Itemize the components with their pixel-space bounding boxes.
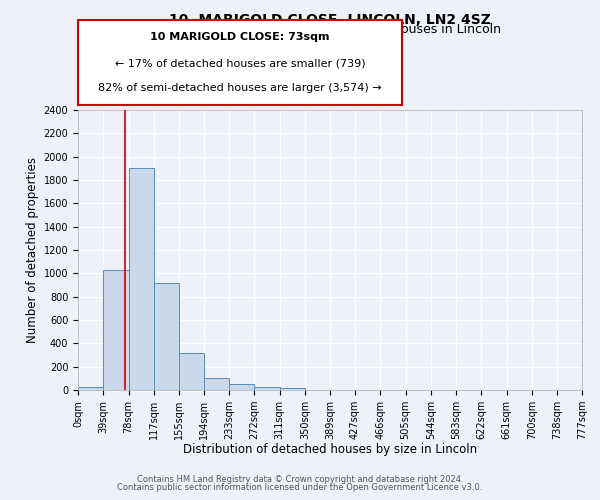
Bar bbox=[179, 352, 204, 390]
Bar bbox=[78, 387, 103, 390]
Text: 10 MARIGOLD CLOSE: 73sqm: 10 MARIGOLD CLOSE: 73sqm bbox=[150, 32, 330, 42]
Text: Contains HM Land Registry data © Crown copyright and database right 2024.: Contains HM Land Registry data © Crown c… bbox=[137, 474, 463, 484]
Bar bbox=[280, 388, 305, 390]
Bar bbox=[204, 378, 229, 390]
Bar bbox=[229, 384, 254, 390]
Bar bbox=[154, 282, 179, 390]
Text: Size of property relative to detached houses in Lincoln: Size of property relative to detached ho… bbox=[159, 22, 501, 36]
Bar bbox=[103, 270, 128, 390]
Text: Contains public sector information licensed under the Open Government Licence v3: Contains public sector information licen… bbox=[118, 484, 482, 492]
X-axis label: Distribution of detached houses by size in Lincoln: Distribution of detached houses by size … bbox=[183, 444, 477, 456]
Text: 82% of semi-detached houses are larger (3,574) →: 82% of semi-detached houses are larger (… bbox=[98, 84, 382, 94]
Bar bbox=[128, 168, 154, 390]
Text: ← 17% of detached houses are smaller (739): ← 17% of detached houses are smaller (73… bbox=[115, 58, 365, 68]
Text: 10, MARIGOLD CLOSE, LINCOLN, LN2 4SZ: 10, MARIGOLD CLOSE, LINCOLN, LN2 4SZ bbox=[169, 12, 491, 26]
Bar bbox=[254, 386, 280, 390]
Y-axis label: Number of detached properties: Number of detached properties bbox=[26, 157, 40, 343]
